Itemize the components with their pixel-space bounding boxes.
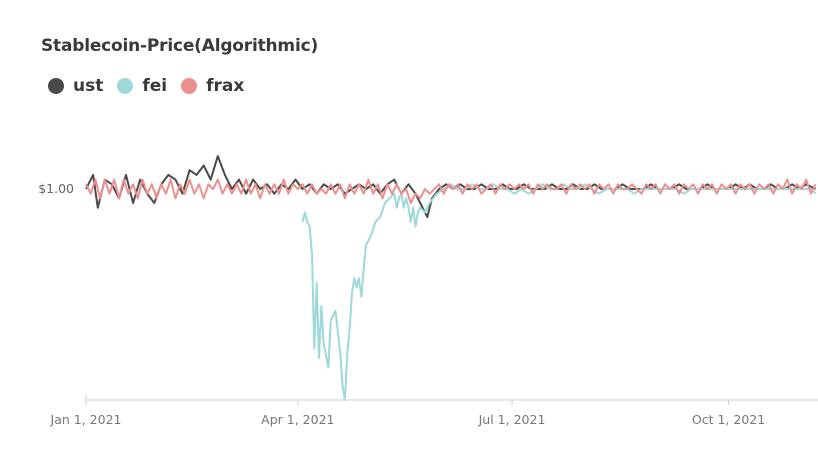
legend-label-frax: frax: [206, 76, 245, 96]
legend-label-fei: fei: [142, 76, 168, 96]
y-tick-label: $1.00: [38, 181, 74, 196]
legend-item-frax[interactable]: frax: [181, 76, 244, 96]
axes-group: [85, 394, 818, 406]
chart-legend: ust fei frax: [48, 76, 258, 96]
legend-marker-fei: [117, 78, 134, 94]
chart-title: Stablecoin-Price(Algorithmic): [41, 36, 319, 56]
tick-group: Jan 1, 2021 Apr 1, 2021 Jul 1, 2021 Oct 1, …: [38, 181, 765, 427]
series-group: [85, 155, 817, 401]
x-tick-label: Jul 1, 2021: [478, 412, 546, 427]
series-line-frax[interactable]: [85, 178, 817, 204]
legend-marker-frax: [181, 78, 198, 94]
x-tick-label: Apr 1, 2021: [261, 412, 334, 427]
x-tick-label: Oct 1, 2021: [692, 412, 765, 427]
series-line-fei[interactable]: [301, 183, 817, 401]
legend-item-fei[interactable]: fei: [117, 76, 167, 96]
legend-marker-ust: [48, 78, 64, 94]
legend-label-ust: ust: [73, 76, 104, 96]
legend-item-ust[interactable]: ust: [48, 76, 103, 96]
x-tick-label: Jan 1, 2021: [50, 412, 122, 427]
